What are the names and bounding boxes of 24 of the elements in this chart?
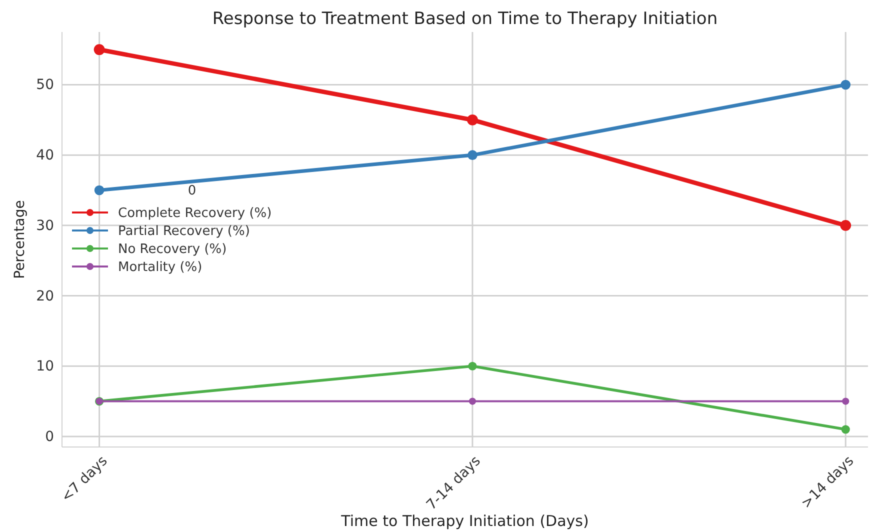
y-tick-label: 0 (45, 428, 54, 445)
point (840, 80, 851, 90)
chart-title: Response to Treatment Based on Time to Therapy Initiation (212, 9, 718, 29)
y-tick-label: 10 (36, 358, 54, 375)
legend-label: Mortality (%) (118, 260, 202, 275)
point (841, 425, 850, 434)
legend-title: 0 (188, 184, 196, 198)
y-tick-label: 30 (36, 218, 54, 234)
point (94, 44, 105, 56)
legend-label: No Recovery (%) (118, 242, 227, 257)
x-axis-title: Time to Therapy Initiation (Days) (340, 512, 589, 530)
y-tick-label: 40 (36, 148, 54, 164)
legend-label: Complete Recovery (%) (118, 206, 272, 221)
point (468, 150, 478, 160)
y-tick-label: 50 (36, 77, 54, 94)
y-tick-label: 20 (36, 288, 54, 304)
legend-label: Partial Recovery (%) (118, 224, 250, 239)
point (842, 398, 850, 405)
point (466, 114, 478, 126)
point (468, 362, 477, 370)
point (94, 185, 104, 196)
y-axis-title: Percentage (12, 200, 28, 279)
point (840, 220, 852, 231)
point (468, 398, 476, 405)
